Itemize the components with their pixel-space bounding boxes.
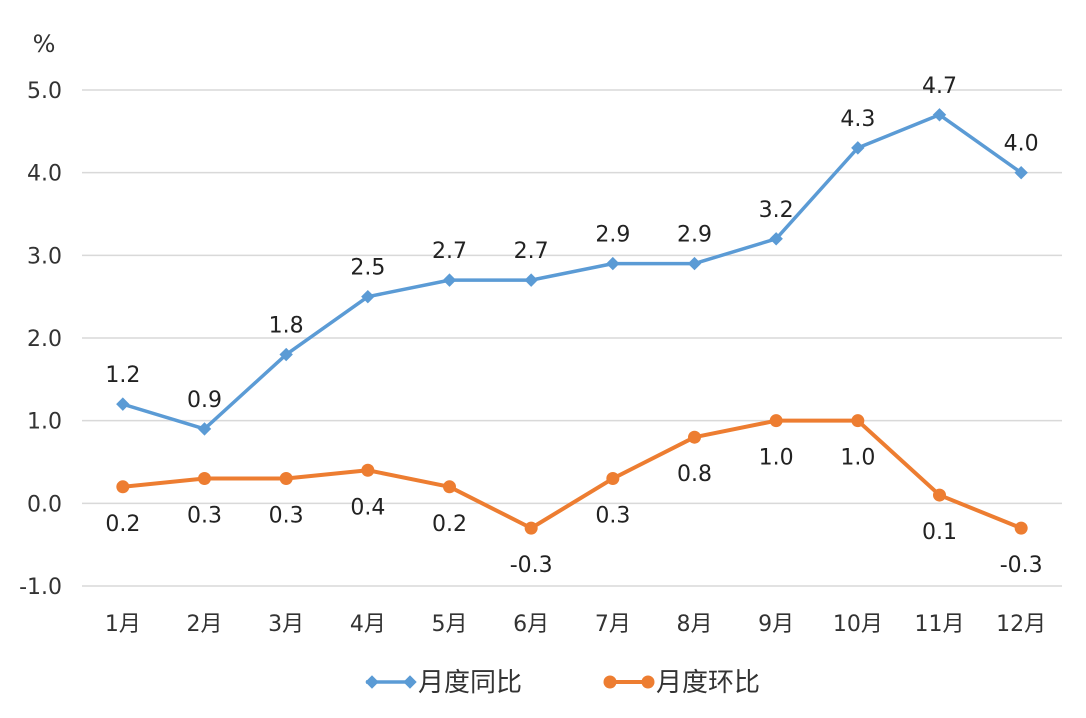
data-point <box>197 422 212 436</box>
data-point <box>769 232 783 246</box>
data-point <box>361 289 375 304</box>
y-tick-label: -1.0 <box>19 575 62 600</box>
data-label: 3.2 <box>759 198 794 223</box>
x-tick-label: 4月 <box>350 612 386 637</box>
data-label: 2.9 <box>677 223 712 248</box>
series-line <box>120 418 1024 531</box>
y-tick-label: 3.0 <box>27 244 62 269</box>
data-label: 0.3 <box>269 504 304 529</box>
data-label: 1.8 <box>269 314 304 339</box>
legend-label: 月度环比 <box>656 668 760 698</box>
data-point <box>606 472 620 486</box>
y-tick-label: 1.0 <box>27 410 62 435</box>
data-point <box>851 141 865 155</box>
legend-marker <box>603 675 617 689</box>
x-tick-label: 9月 <box>758 612 794 637</box>
data-label: 1.0 <box>759 446 794 471</box>
legend-marker <box>641 675 655 689</box>
data-point <box>606 256 620 271</box>
x-tick-label: 10月 <box>833 612 883 637</box>
data-label: -0.3 <box>510 553 553 578</box>
x-tick-label: 1月 <box>105 612 141 637</box>
data-label: 0.1 <box>922 520 957 545</box>
data-point <box>687 256 702 271</box>
data-label: 0.9 <box>187 388 222 413</box>
x-tick-label: 3月 <box>268 612 304 637</box>
x-axis-tick-labels: 1月 2月 3月 4月 5月 6月 7月 8月 9月 10月 11月 12月 <box>105 612 1046 637</box>
y-tick-label: 2.0 <box>27 327 62 352</box>
y-axis-unit-label: % <box>33 30 56 58</box>
data-point <box>1014 521 1028 535</box>
data-point <box>361 463 375 477</box>
legend-item: 月度同比 <box>365 668 522 698</box>
legend-item: 月度环比 <box>603 668 760 698</box>
data-point <box>524 273 538 287</box>
x-tick-label: 6月 <box>513 612 549 637</box>
data-label: 4.0 <box>1004 132 1039 157</box>
series-line <box>121 113 1023 431</box>
data-label: 2.7 <box>432 239 467 264</box>
data-point <box>279 472 293 486</box>
data-point <box>769 414 783 428</box>
data-point <box>116 397 130 411</box>
x-tick-label: 11月 <box>915 612 965 637</box>
data-point <box>851 414 865 428</box>
data-label: 0.3 <box>595 504 630 529</box>
data-point <box>933 488 946 502</box>
gridlines <box>82 89 1062 587</box>
legend-marker <box>403 675 417 689</box>
data-label: 2.5 <box>350 256 385 281</box>
data-label: 4.3 <box>840 107 875 132</box>
y-tick-label: 5.0 <box>27 79 62 104</box>
legend-marker <box>365 675 379 689</box>
data-point <box>1014 165 1028 180</box>
data-point <box>443 480 456 494</box>
y-tick-label: 0.0 <box>27 492 62 517</box>
x-tick-label: 8月 <box>677 612 713 637</box>
data-point <box>442 273 457 287</box>
data-label: 1.2 <box>105 363 140 388</box>
data-point <box>116 480 130 494</box>
data-label: 0.2 <box>105 512 140 537</box>
x-tick-label: 7月 <box>595 612 631 637</box>
data-point <box>198 472 211 486</box>
series-1 <box>116 108 1028 436</box>
data-point <box>524 521 538 535</box>
data-label: 4.7 <box>922 74 957 99</box>
legend: 月度同比 月度环比 <box>365 668 760 698</box>
data-point <box>688 430 701 444</box>
data-point <box>279 347 293 362</box>
series-layer <box>116 108 1028 535</box>
data-label: 0.3 <box>187 504 222 529</box>
data-label: -0.3 <box>1000 553 1043 578</box>
legend-label: 月度同比 <box>418 668 522 698</box>
series-2 <box>116 414 1028 535</box>
y-axis-tick-labels: -1.0 0.0 1.0 2.0 3.0 4.0 5.0 <box>19 79 62 600</box>
x-tick-label: 12月 <box>996 612 1046 637</box>
data-labels: 1.2 0.9 1.8 2.5 2.7 2.7 2.9 2.9 3.2 4.3 4.7 4.0 0.2 0… <box>105 74 1042 578</box>
data-label: 2.7 <box>514 239 549 264</box>
y-tick-label: 4.0 <box>27 162 62 187</box>
data-label: 0.4 <box>350 495 385 520</box>
x-tick-label: 2月 <box>187 612 223 637</box>
data-label: 0.2 <box>432 512 467 537</box>
x-tick-label: 5月 <box>432 612 468 637</box>
data-label: 0.8 <box>677 462 712 487</box>
data-label: 1.0 <box>840 446 875 471</box>
data-point <box>932 108 947 122</box>
data-label: 2.9 <box>595 223 630 248</box>
